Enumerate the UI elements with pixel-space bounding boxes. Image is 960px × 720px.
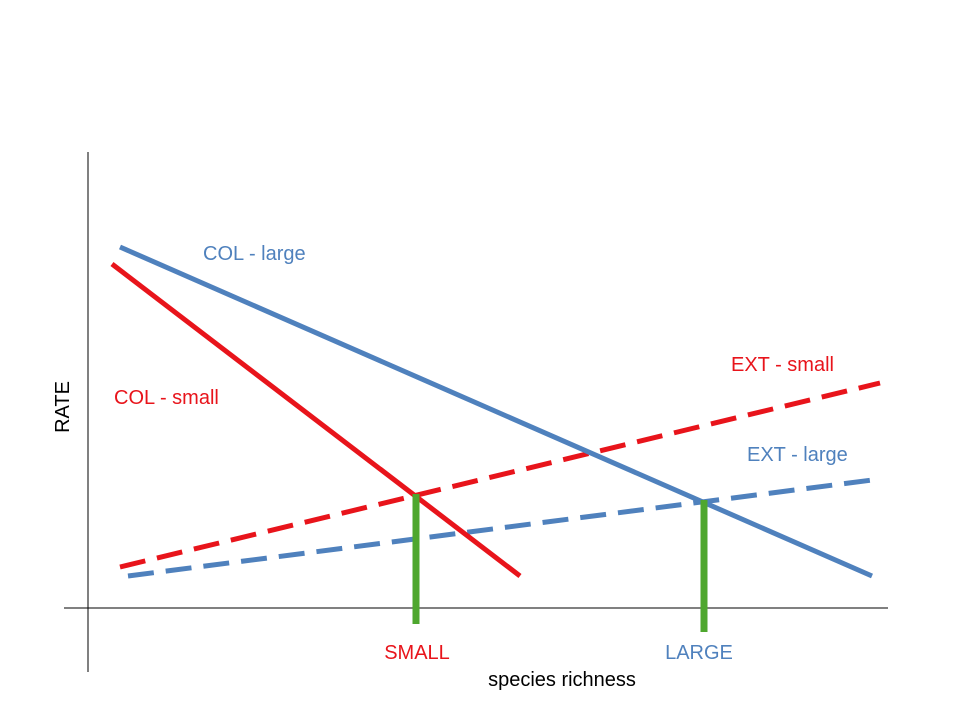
x-axis-label: species richness (488, 669, 636, 691)
col-large-line (118, 244, 874, 579)
ext-large-line (127, 476, 881, 579)
ext-small-label: EXT - small (731, 354, 834, 376)
col-small-label: COL - small (114, 387, 219, 409)
ext-large-label: EXT - large (747, 444, 848, 466)
col-large-label: COL - large (203, 243, 306, 265)
ext-small-line (119, 380, 881, 570)
small-equilibrium-label: SMALL (384, 642, 450, 664)
y-axis-label: RATE (52, 381, 74, 433)
col-small-line (110, 262, 522, 578)
large-equilibrium-label: LARGE (665, 642, 733, 664)
